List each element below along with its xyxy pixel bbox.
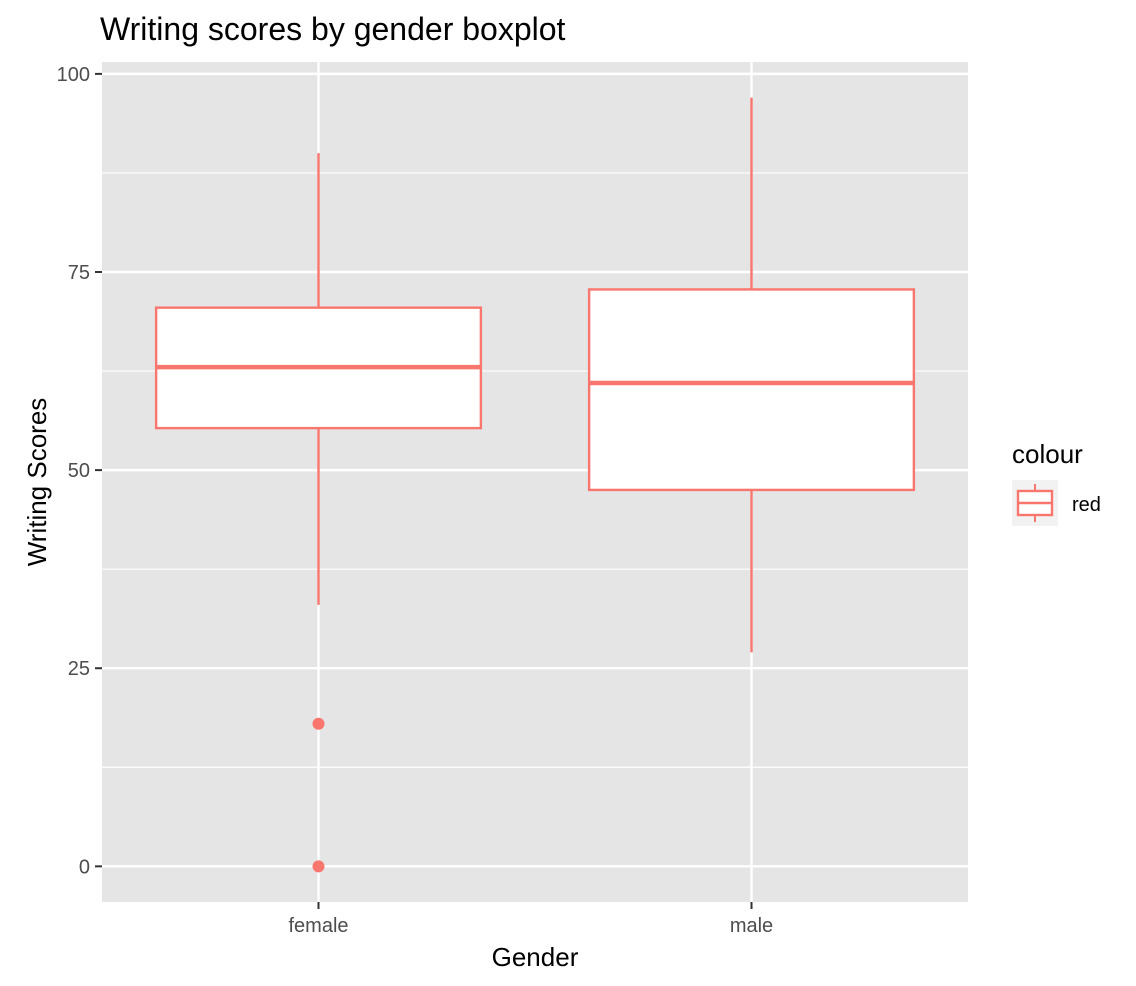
x-tick-label: male	[730, 915, 773, 937]
y-tick-label: 50	[68, 460, 90, 482]
y-axis-title: Writing Scores	[22, 398, 52, 567]
y-tick-label: 100	[57, 64, 90, 86]
boxes	[154, 97, 916, 873]
box-female	[154, 153, 483, 873]
legend-title: colour	[1012, 439, 1083, 469]
x-axis: female male	[288, 902, 773, 937]
x-axis-title: Gender	[492, 942, 579, 972]
box-male	[587, 97, 916, 653]
box-iqr	[587, 288, 916, 492]
y-tick-label: 75	[68, 262, 90, 284]
y-tick-label: 25	[68, 658, 90, 680]
y-axis: 0 25 50 75 100	[57, 64, 102, 878]
y-tick-label: 0	[79, 856, 90, 878]
outlier-point	[312, 717, 325, 730]
legend-entry-label: red	[1072, 494, 1101, 516]
legend: colour red	[1012, 439, 1101, 526]
x-tick-label: female	[288, 915, 348, 937]
chart-title: Writing scores by gender boxplot	[100, 11, 566, 47]
outlier-point	[312, 860, 325, 873]
